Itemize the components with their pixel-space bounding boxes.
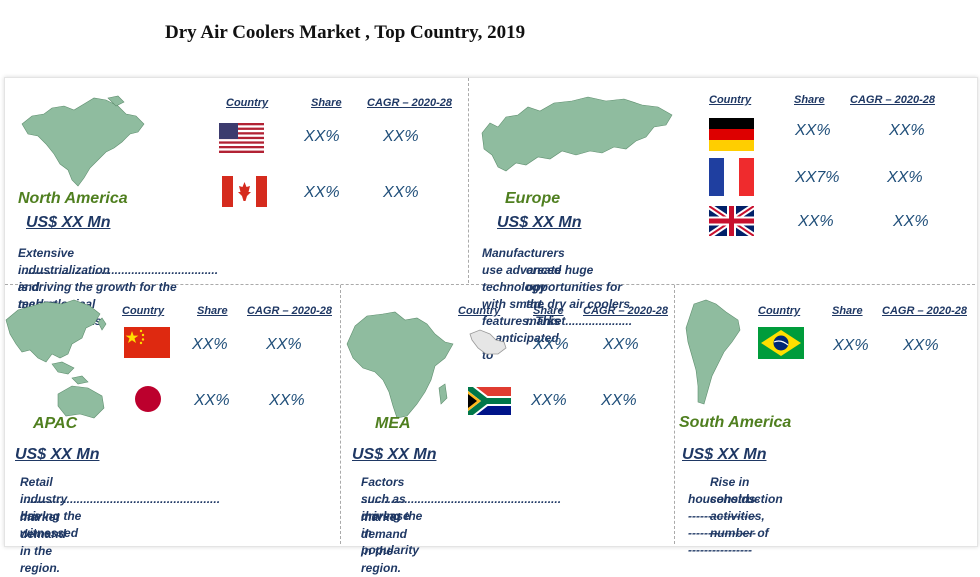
region-name: South America: [679, 414, 792, 431]
page-title: Dry Air Coolers Market , Top Country, 20…: [165, 22, 526, 43]
cagr-header: CAGR – 2020-28: [367, 97, 452, 109]
share-header: Share: [533, 305, 564, 317]
europe-map-icon: [481, 96, 673, 172]
region-market-size: US$ XX Mn: [15, 446, 100, 463]
brazil-flag-icon: [758, 327, 804, 359]
share-value: XX%: [833, 337, 869, 354]
south-america-map-icon: [685, 299, 741, 405]
cagr-value: XX%: [383, 184, 419, 201]
region-description-line: market demand in the region.: [20, 510, 67, 575]
region-market-size: US$ XX Mn: [497, 214, 582, 231]
us-flag-icon: [219, 123, 264, 153]
horizontal-divider: [5, 284, 975, 285]
cagr-value: XX%: [269, 392, 305, 409]
infographic-frame: [4, 77, 978, 547]
region-description-line: market demand in the region.: [361, 510, 408, 575]
cagr-value: XX%: [383, 128, 419, 145]
share-value: XX%: [533, 336, 569, 353]
share-value: XX%: [304, 128, 340, 145]
cagr-header: CAGR – 2020-28: [583, 305, 668, 317]
share-value: XX%: [531, 392, 567, 409]
cagr-header: CAGR – 2020-28: [850, 94, 935, 106]
share-value: XX%: [194, 392, 230, 409]
share-value: XX7%: [795, 169, 840, 186]
region-name: APAC: [33, 415, 78, 432]
cagr-header: CAGR – 2020-28: [882, 305, 967, 317]
region-description-line: create huge opportunities for the dry ai…: [526, 263, 633, 328]
japan-flag-icon: [135, 386, 161, 412]
share-value: XX%: [192, 336, 228, 353]
france-flag-icon: [709, 158, 754, 196]
share-value: XX%: [798, 213, 834, 230]
cagr-value: XX%: [887, 169, 923, 186]
region-description-line: ........................................…: [20, 492, 221, 523]
region-market-size: US$ XX Mn: [352, 446, 437, 463]
region-name: MEA: [375, 415, 411, 432]
africa-map-icon: [346, 311, 454, 419]
cagr-value: XX%: [266, 336, 302, 353]
region-name: Europe: [505, 190, 561, 207]
apac-map-icon: [5, 299, 107, 419]
country-header: Country: [458, 305, 501, 317]
share-value: XX%: [795, 122, 831, 139]
region-description-line: households------------------------------…: [688, 492, 760, 557]
share-header: Share: [832, 305, 863, 317]
country-header: Country: [122, 305, 165, 317]
share-header: Share: [311, 97, 342, 109]
region-name: North America: [18, 190, 128, 207]
north-america-map-icon: [21, 95, 145, 187]
cagr-value: XX%: [603, 336, 639, 353]
vertical-divider-bottom-right: [674, 285, 675, 544]
country-header: Country: [758, 305, 801, 317]
region-market-size: US$ XX Mn: [682, 446, 767, 463]
uk-flag-icon: [709, 206, 754, 236]
cagr-value: XX%: [903, 337, 939, 354]
country-header: Country: [226, 97, 269, 109]
share-header: Share: [794, 94, 825, 106]
cagr-value: XX%: [893, 213, 929, 230]
vertical-divider-bottom-left: [340, 285, 341, 544]
region-description-line: Retail industry has witnessed: [20, 475, 79, 540]
cagr-header: CAGR – 2020-28: [247, 305, 332, 317]
germany-flag-icon: [709, 118, 754, 151]
cagr-value: XX%: [889, 122, 925, 139]
share-header: Share: [197, 305, 228, 317]
canada-flag-icon: [222, 176, 267, 207]
share-value: XX%: [304, 184, 340, 201]
cagr-value: XX%: [601, 392, 637, 409]
region-market-size: US$ XX Mn: [26, 214, 111, 231]
country-header: Country: [709, 94, 752, 106]
south-africa-flag-icon: [468, 387, 511, 415]
china-flag-icon: [124, 327, 170, 358]
saudi-arabia-map-icon: [469, 329, 507, 355]
region-description-line: ........................................…: [361, 492, 562, 523]
vertical-divider-top: [468, 78, 469, 283]
region-description-line: Rise in construction activities, number …: [710, 475, 783, 540]
